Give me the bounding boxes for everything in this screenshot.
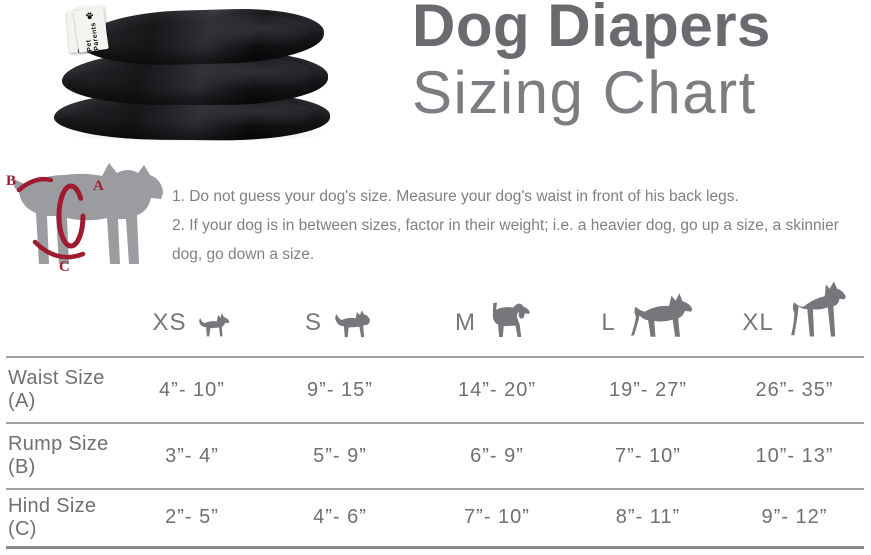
great-dane-icon (790, 281, 846, 337)
divider-line (6, 488, 864, 490)
waist-xs: 4”- 10” (159, 378, 225, 401)
instructions: 1. Do not guess your dog's size. Measure… (172, 182, 870, 269)
size-header-row: XS S M L XL (0, 262, 871, 340)
german-shepherd-icon (630, 293, 692, 337)
rump-xs: 3”- 4” (165, 444, 219, 467)
hind-m: 7”- 10” (464, 506, 530, 528)
size-xl-label: XL (742, 309, 774, 336)
row-label: Rump Size (B) (8, 433, 109, 478)
size-s-label: S (304, 309, 322, 336)
waist-s: 9”- 15” (307, 378, 373, 401)
hind-xs: 2”- 5” (165, 506, 219, 528)
beagle-icon (492, 302, 530, 337)
dog-silhouette (12, 163, 164, 264)
diaper-middle (62, 51, 328, 105)
page-title: Dog Diapers (412, 0, 771, 59)
page-subtitle: Sizing Chart (412, 59, 757, 126)
paw-icon (85, 12, 93, 20)
chihuahua-icon (198, 312, 229, 337)
waist-measure-line (56, 183, 86, 249)
waist-m: 14”- 20” (457, 378, 537, 401)
divider-line (6, 422, 864, 424)
table-row-hind: Hind Size (C) 2”- 5” 4”- 6” 7”- 10” 8”- … (0, 489, 871, 546)
rump-m: 6”- 9” (470, 444, 524, 467)
bottom-line (6, 546, 864, 549)
product-photo: Pet Parents Pet Parents Pet Parents (52, 4, 348, 142)
rump-xl: 10”- 13” (755, 444, 834, 467)
hind-s: 4”- 6” (313, 506, 367, 528)
size-l-label: L (601, 309, 616, 336)
size-m-label: M (455, 309, 476, 336)
title-block: Dog Diapers Sizing Chart (412, 0, 862, 126)
label-c: C (59, 259, 70, 272)
waist-l: 19”- 27” (608, 378, 688, 401)
divider-line (6, 356, 864, 358)
waist-xl: 26”- 35” (755, 378, 834, 401)
table-row-rump: Rump Size (B) 3”- 4” 5”- 9” 6”- 9” 7”- 1… (0, 423, 871, 489)
rump-s: 5”- 9” (313, 444, 367, 467)
size-xs: XS (120, 311, 264, 340)
rump-l: 7”- 10” (615, 444, 681, 467)
brand-label: Pet Parents (85, 21, 101, 52)
label-b: B (6, 173, 16, 189)
size-xl: XL (718, 278, 871, 340)
label-a: A (93, 178, 104, 194)
hind-measure-line (32, 239, 86, 260)
row-label: Waist Size (A) (8, 367, 105, 412)
size-m: M (416, 301, 578, 340)
table-row-waist: Waist Size (A) 4”- 10” 9”- 15” 14”- 20” … (0, 357, 871, 423)
terrier-icon (335, 310, 370, 338)
rump-measure-line (16, 176, 54, 193)
size-s: S (264, 307, 416, 340)
size-l: L (578, 289, 718, 340)
hind-l: 8”- 11” (615, 506, 681, 528)
size-xs-label: XS (152, 309, 187, 336)
hind-xl: 9”- 12” (761, 506, 828, 528)
measurement-diagram: A B C (6, 163, 164, 272)
instruction-1: 1. Do not guess your dog's size. Measure… (172, 188, 739, 205)
row-label: Hind Size (C) (8, 494, 97, 540)
brand-tag: Pet Parents (73, 7, 109, 53)
instruction-2: 2. If your dog is in between sizes, fact… (172, 217, 839, 263)
